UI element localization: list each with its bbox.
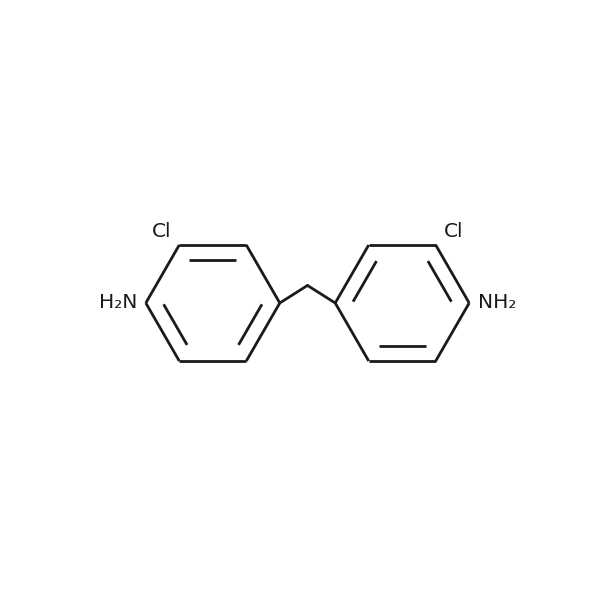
Text: Cl: Cl bbox=[151, 222, 171, 241]
Text: Cl: Cl bbox=[444, 222, 464, 241]
Text: H₂N: H₂N bbox=[99, 293, 137, 313]
Text: NH₂: NH₂ bbox=[478, 293, 516, 313]
